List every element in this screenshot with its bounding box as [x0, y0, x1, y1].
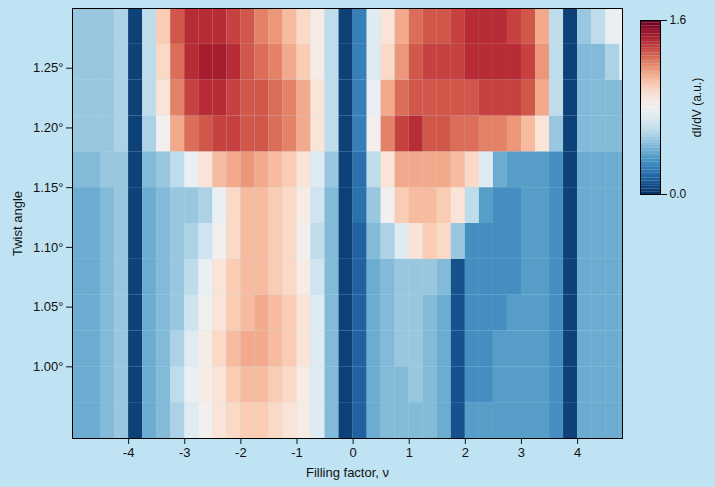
svg-text:1.20°: 1.20° — [33, 120, 64, 135]
svg-text:Filling factor, ν: Filling factor, ν — [306, 465, 389, 480]
svg-text:1.10°: 1.10° — [33, 240, 64, 255]
svg-text:0.0: 0.0 — [670, 187, 687, 201]
svg-text:dI/dV (a.u.): dI/dV (a.u.) — [690, 78, 704, 137]
svg-text:1.15°: 1.15° — [33, 180, 64, 195]
svg-text:2: 2 — [462, 445, 469, 460]
svg-text:-1: -1 — [291, 445, 303, 460]
svg-text:3: 3 — [518, 445, 525, 460]
svg-text:4: 4 — [574, 445, 581, 460]
svg-text:Twist angle: Twist angle — [10, 191, 25, 256]
svg-text:1: 1 — [406, 445, 413, 460]
svg-text:1.25°: 1.25° — [33, 60, 64, 75]
svg-text:0: 0 — [349, 445, 356, 460]
svg-text:1.6: 1.6 — [670, 13, 687, 27]
svg-text:1.00°: 1.00° — [33, 359, 64, 374]
svg-text:-3: -3 — [179, 445, 191, 460]
svg-text:1.05°: 1.05° — [33, 299, 64, 314]
svg-text:-4: -4 — [123, 445, 135, 460]
svg-text:-2: -2 — [235, 445, 247, 460]
